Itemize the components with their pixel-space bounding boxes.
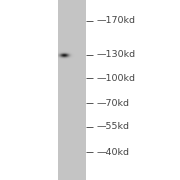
Bar (81, 2, 82, 178)
Bar (73, 2, 74, 178)
Bar (60, 2, 61, 178)
Bar (61, 2, 62, 178)
Bar (66, 2, 67, 178)
Bar (68, 2, 69, 178)
Bar (62, 2, 63, 178)
Bar (75, 2, 76, 178)
Bar (76, 2, 77, 178)
Bar (84, 2, 85, 178)
Bar (77, 2, 78, 178)
Text: —130kd: —130kd (96, 50, 135, 59)
Bar (74, 2, 75, 178)
Bar (71, 2, 72, 178)
Bar (67, 2, 68, 178)
Text: —55kd: —55kd (96, 122, 129, 131)
Text: —100kd: —100kd (96, 74, 135, 83)
Text: —70kd: —70kd (96, 99, 129, 108)
Bar (72, 2, 73, 178)
Text: —40kd: —40kd (96, 148, 129, 157)
Bar (69, 2, 70, 178)
Bar (58, 2, 86, 178)
Bar (80, 2, 81, 178)
Text: —170kd: —170kd (96, 16, 135, 25)
Bar (58, 2, 59, 178)
Bar (70, 2, 71, 178)
Bar (59, 2, 60, 178)
Bar (64, 2, 65, 178)
Bar (82, 2, 83, 178)
Bar (85, 2, 86, 178)
Bar (65, 2, 66, 178)
Bar (78, 2, 79, 178)
Bar (83, 2, 84, 178)
Bar (79, 2, 80, 178)
Bar (63, 2, 64, 178)
